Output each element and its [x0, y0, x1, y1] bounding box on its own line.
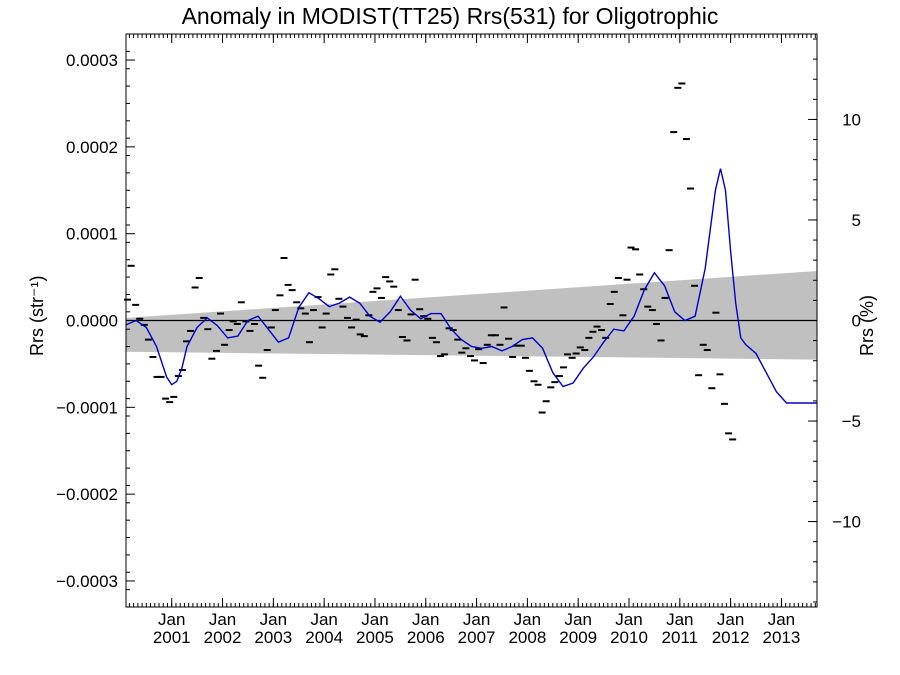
- x-tick-month-label: Jan: [666, 610, 693, 629]
- y-right-tick-label: −10: [832, 513, 861, 532]
- x-tick-year-label: 2012: [712, 628, 750, 647]
- x-tick-year-label: 2007: [458, 628, 496, 647]
- x-tick-year-label: 2002: [204, 628, 242, 647]
- x-tick-month-label: Jan: [717, 610, 744, 629]
- trend-band: [126, 271, 817, 360]
- x-tick-month-label: Jan: [564, 610, 591, 629]
- x-tick-month-label: Jan: [310, 610, 337, 629]
- x-tick-year-label: 2003: [254, 628, 292, 647]
- chart-title: Anomaly in MODIST(TT25) Rrs(531) for Oli…: [181, 3, 719, 29]
- x-tick-year-label: 2009: [559, 628, 597, 647]
- x-tick-month-label: Jan: [768, 610, 795, 629]
- y-right-tick-label: 10: [842, 110, 861, 129]
- x-tick-year-label: 2010: [610, 628, 648, 647]
- y-tick-label: −0.0003: [56, 572, 118, 591]
- x-tick-year-label: 2006: [407, 628, 445, 647]
- y-tick-label: 0.0002: [66, 138, 118, 157]
- x-tick-year-label: 2001: [153, 628, 191, 647]
- x-tick-month-label: Jan: [361, 610, 388, 629]
- x-tick-year-label: 2011: [662, 628, 699, 647]
- y-tick-label: 0.0001: [66, 225, 118, 244]
- x-tick-month-label: Jan: [158, 610, 185, 629]
- y-tick-label: −0.0001: [56, 398, 118, 417]
- x-tick-month-label: Jan: [514, 610, 541, 629]
- x-tick-year-label: 2004: [305, 628, 343, 647]
- x-tick-year-label: 2013: [763, 628, 801, 647]
- y-right-tick-label: 5: [852, 211, 861, 230]
- x-tick-month-label: Jan: [463, 610, 490, 629]
- y-right-tick-label: −5: [842, 412, 861, 431]
- y-tick-label: −0.0002: [56, 485, 118, 504]
- x-tick-month-label: Jan: [260, 610, 287, 629]
- x-tick-year-label: 2008: [508, 628, 546, 647]
- x-tick-month-label: Jan: [412, 610, 439, 629]
- y-tick-label: 0.0003: [66, 51, 118, 70]
- x-tick-month-label: Jan: [209, 610, 236, 629]
- y-right-tick-label: 0: [852, 312, 861, 331]
- x-tick-year-label: 2005: [356, 628, 394, 647]
- x-tick-month-label: Jan: [615, 610, 642, 629]
- smoothed-line: [125, 168, 817, 404]
- y-tick-label: 0.0000: [66, 312, 118, 331]
